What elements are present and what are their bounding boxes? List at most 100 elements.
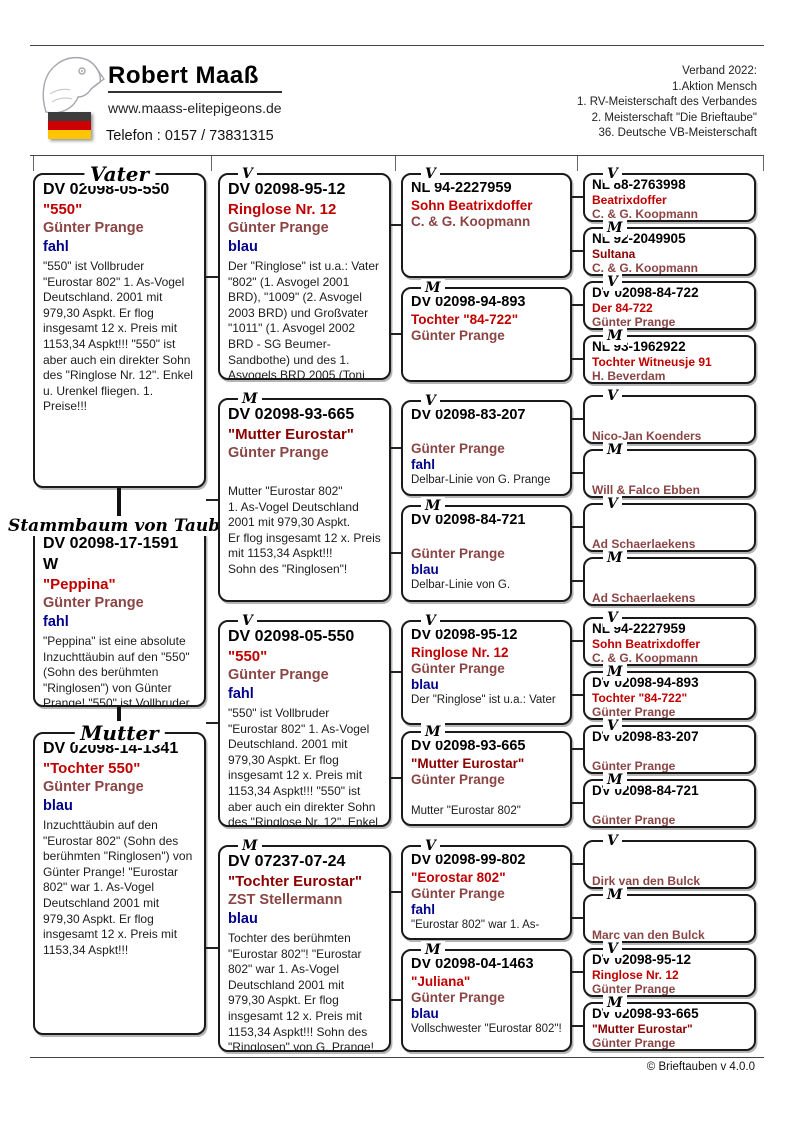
- pigeon-name: [592, 469, 747, 483]
- ring-number: NL 94-2227959: [411, 180, 512, 196]
- connector-line: [572, 1025, 583, 1027]
- pigeon-name: Tochter "84-722": [592, 691, 688, 705]
- breeder-name: C. & G. Koopmann: [592, 207, 698, 220]
- description: "Peppina" ist eine absolute Inzuchttäubi…: [43, 634, 190, 705]
- parent-marker: M: [603, 994, 627, 1012]
- pigeon-name: "Mutter Eurostar": [228, 426, 354, 443]
- breeder-name: Nico-Jan Koenders: [592, 429, 702, 442]
- parent-marker: M: [421, 723, 445, 741]
- description: "550" ist Vollbruder "Eurostar 802" 1. A…: [43, 259, 193, 414]
- pigeon-name: Tochter "84-722": [411, 312, 519, 327]
- connector-line: [391, 552, 401, 554]
- pigeon-name: "Eorostar 802": [411, 870, 506, 885]
- breeder-name: Günter Prange: [592, 705, 676, 718]
- connector-line: [391, 447, 401, 449]
- pedigree-box: M DV 02098-93-665 "Mutter Eurostar" Günt…: [401, 723, 572, 826]
- pedigree-box: M DV 02098-93-665 "Mutter Eurostar" Günt…: [583, 994, 756, 1051]
- breeder-name: C. & G. Koopmann: [592, 651, 698, 664]
- pigeon-name: [592, 577, 747, 591]
- pedigree-box: M NL 93-1962922 Tochter Witneusje 91 H. …: [583, 327, 756, 384]
- breeder-name: Günter Prange: [411, 772, 505, 787]
- header-bottom-rule: [30, 155, 764, 156]
- breeder-name: Günter Prange: [411, 990, 505, 1005]
- father-connector: [117, 488, 121, 527]
- pigeon-name: [592, 914, 747, 928]
- pigeon-name: Beatrixdoffer: [592, 193, 667, 207]
- column-tick: [33, 156, 34, 171]
- breeder-name: Günter Prange: [592, 813, 676, 826]
- plumage-color: blau: [411, 1006, 439, 1021]
- parent-marker: M: [238, 837, 262, 855]
- description: Vollschwester "Eurostar 802"!: [411, 1023, 562, 1035]
- connector-line: [572, 196, 583, 198]
- breeder-name: Günter Prange: [592, 759, 676, 772]
- pigeon-name: [592, 799, 747, 813]
- pigeon-name: "Tochter 550": [43, 760, 141, 777]
- breeder-name: C. & G. Koopmann: [592, 261, 698, 274]
- description: "Eurostar 802" war 1. As-: [411, 919, 540, 931]
- parent-marker: V: [238, 612, 257, 630]
- flag-stripe-black: [48, 112, 91, 121]
- ring-number: DV 02098-05-550: [228, 628, 355, 645]
- pigeon-name: "Juliana": [411, 974, 471, 989]
- connector-line: [572, 472, 583, 474]
- breeder-name: Günter Prange: [411, 886, 505, 901]
- pedigree-box: V DV 02098-84-722 Der 84-722 Günter Pran…: [583, 273, 756, 330]
- parent-marker: M: [603, 327, 627, 345]
- pigeon-name: "Mutter Eurostar": [411, 756, 525, 771]
- plumage-color: [228, 463, 381, 482]
- achievement-line: 1. RV-Meisterschaft des Verbandes: [576, 96, 757, 108]
- pigeon-name: Ringlose Nr. 12: [411, 645, 509, 660]
- description: Delbar-Linie von G. Prange: [411, 474, 551, 486]
- website-text: www.maass-elitepigeons.de: [108, 100, 282, 116]
- parent-marker: V: [603, 387, 622, 405]
- pigeon-name: Tochter Witneusje 91: [592, 355, 712, 369]
- generation-label-subject: Stammbaum von Taube: [2, 516, 237, 536]
- pedigree-box: V NL 94-2227959 Sohn Beatrixdoffer C. & …: [401, 165, 572, 278]
- pedigree-box: M DV 02098-84-721 Günter Prange blau Del…: [401, 497, 572, 602]
- parent-marker: M: [603, 886, 627, 904]
- pigeon-name: [592, 745, 747, 759]
- parent-marker: V: [603, 717, 622, 735]
- breeder-name: Ad Schaerlaekens: [592, 591, 696, 604]
- description: Mutter "Eurostar 802" 1. As-Vogel Deutsc…: [228, 484, 381, 576]
- breeder-name: C. & G. Koopmann: [411, 214, 531, 229]
- connector-line: [572, 640, 583, 642]
- pigeon-name: Ringlose Nr. 12: [228, 201, 337, 218]
- pedigree-box: V Ad Schaerlaekens: [583, 495, 756, 552]
- ring-number: DV 02098-04-1463: [411, 956, 534, 972]
- header-top-rule: [30, 45, 764, 46]
- parent-marker: M: [238, 390, 262, 408]
- breeder-name: Günter Prange: [43, 220, 144, 236]
- parent-marker: V: [603, 940, 622, 958]
- german-flag: [48, 112, 91, 139]
- pedigree-box: V DV 02098-05-550 "550" Günter Prange fa…: [218, 612, 391, 827]
- description: Tochter des berühmten "Eurostar 802"! "E…: [228, 931, 374, 1050]
- pedigree-box: M Marc van den Bulck: [583, 886, 756, 943]
- generation-label-mutter: Mutter: [74, 721, 165, 745]
- parent-marker: V: [421, 165, 440, 183]
- title-underline: [108, 91, 282, 93]
- breeder-name: Günter Prange: [411, 546, 505, 561]
- connector-line: [572, 748, 583, 750]
- mother-connector: [117, 707, 121, 732]
- column-tick: [763, 156, 764, 171]
- pedigree-box: M DV 02098-93-665 "Mutter Eurostar" Günt…: [218, 390, 391, 602]
- parent-marker: V: [421, 392, 440, 410]
- pedigree-box: V DV 02098-99-802 "Eorostar 802" Günter …: [401, 837, 572, 940]
- pedigree-box: M Will & Falco Ebben: [583, 441, 756, 498]
- parent-marker: M: [421, 279, 445, 297]
- pigeon-name: Der 84-722: [592, 301, 653, 315]
- connector-line: [572, 250, 583, 252]
- pedigree-box: V NL 88-2763998 Beatrixdoffer C. & G. Ko…: [583, 165, 756, 222]
- pedigree-box-mother: Mutter DV 02098-14-1341 "Tochter 550" Gü…: [33, 721, 206, 1035]
- connector-line: [572, 863, 583, 865]
- pigeon-name: "550": [228, 648, 268, 665]
- breeder-name: H. Beverdam: [592, 369, 666, 382]
- pedigree-box: V DV 02098-95-12 Ringlose Nr. 12 Günter …: [401, 612, 572, 725]
- ring-number: DV 02098-93-665: [228, 406, 355, 423]
- column-tick: [211, 156, 212, 171]
- plumage-color: blau: [228, 239, 258, 255]
- breeder-name: Günter Prange: [411, 441, 505, 456]
